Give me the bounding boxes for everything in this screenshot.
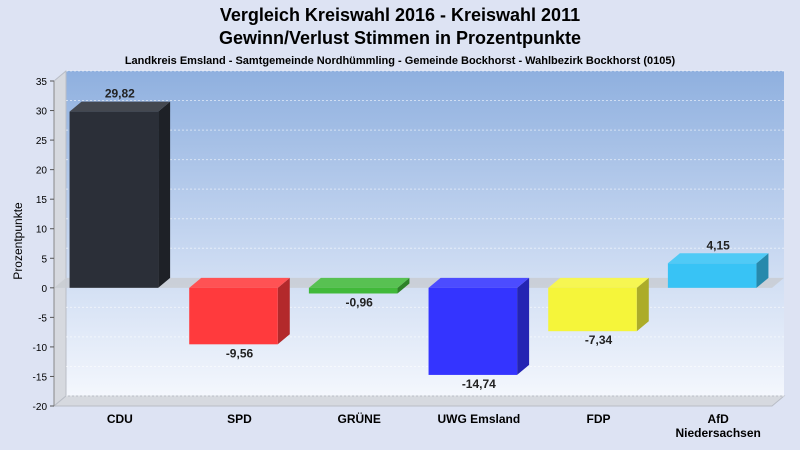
y-tick-label: 0 bbox=[41, 284, 47, 295]
value-label: -7,34 bbox=[585, 333, 613, 347]
bar-front bbox=[69, 111, 159, 288]
bar-side bbox=[397, 277, 410, 294]
bar-front bbox=[428, 287, 518, 375]
bar-side bbox=[277, 277, 290, 345]
value-label: -14,74 bbox=[462, 377, 496, 391]
value-label: -9,56 bbox=[226, 346, 254, 360]
y-tick-label: 15 bbox=[36, 195, 48, 206]
chart-subtitle: Landkreis Emsland - Samtgemeinde Nordhüm… bbox=[124, 55, 676, 67]
y-tick-label: 30 bbox=[36, 107, 48, 118]
y-tick-label: 20 bbox=[36, 166, 48, 177]
bar-fdp bbox=[548, 277, 649, 332]
x-tick-label: AfD bbox=[708, 412, 730, 426]
y-tick-label: 10 bbox=[36, 225, 48, 236]
value-label: 4,15 bbox=[706, 238, 730, 252]
y-axis-label: Prozentpunkte bbox=[11, 202, 25, 280]
bar-front bbox=[189, 287, 278, 345]
y-tick-label: 35 bbox=[36, 77, 48, 88]
bar-cdu bbox=[69, 101, 171, 288]
value-label: 29,82 bbox=[105, 87, 135, 101]
bar-side bbox=[636, 277, 649, 332]
chart-title: Vergleich Kreiswahl 2016 - Kreiswahl 201… bbox=[219, 5, 581, 25]
x-tick-label: GRÜNE bbox=[337, 411, 380, 426]
plot-side-wall bbox=[53, 69, 67, 408]
value-label: -0,96 bbox=[345, 295, 373, 309]
bar-top bbox=[428, 277, 530, 288]
x-axis-labels: CDU SPD GRÜNE UWG Emsland FDP AfDNiedersachse… bbox=[107, 411, 761, 440]
x-tick-label: CDU bbox=[107, 412, 133, 426]
bar-top bbox=[308, 277, 410, 288]
y-tick-label: -15 bbox=[33, 372, 48, 383]
y-tick-label: -20 bbox=[33, 402, 48, 413]
y-tick-label: -10 bbox=[33, 343, 48, 354]
x-tick-label: Niedersachsen bbox=[675, 426, 760, 440]
bar-top bbox=[548, 277, 649, 288]
y-tick-label: 25 bbox=[36, 136, 48, 147]
plot-floor bbox=[52, 395, 786, 407]
plot-back-wall bbox=[66, 71, 784, 396]
bar-front bbox=[308, 287, 398, 294]
bar-spd bbox=[189, 277, 290, 345]
x-tick-label: UWG Emsland bbox=[437, 412, 520, 426]
bar-side bbox=[756, 253, 769, 288]
bar-uwg-emsland bbox=[428, 277, 530, 375]
y-axis-ticks: 35 30 25 20 15 10 5 0 -5 -10 -15 -20 bbox=[33, 77, 54, 413]
bar-side bbox=[517, 277, 530, 375]
y-tick-label: 5 bbox=[41, 254, 47, 265]
bar-top bbox=[189, 277, 290, 288]
value-labels: 29,82 -9,56 -0,96 -14,74 -7,34 4,15 bbox=[105, 87, 730, 391]
bar-top bbox=[667, 253, 769, 264]
chart-title-line-2: Gewinn/Verlust Stimmen in Prozentpunkte bbox=[218, 28, 582, 48]
x-tick-label: SPD bbox=[227, 412, 252, 426]
x-tick-label: FDP bbox=[587, 412, 611, 426]
bar-top bbox=[69, 101, 171, 112]
y-tick-label: -5 bbox=[38, 313, 47, 324]
plot-background bbox=[52, 69, 786, 408]
bar-front bbox=[548, 287, 637, 332]
bars bbox=[69, 101, 769, 375]
bar-afd-niedersachsen bbox=[667, 253, 769, 288]
bar-side bbox=[158, 101, 171, 288]
bar-front bbox=[667, 263, 757, 288]
bar-gr-ne bbox=[308, 277, 410, 294]
